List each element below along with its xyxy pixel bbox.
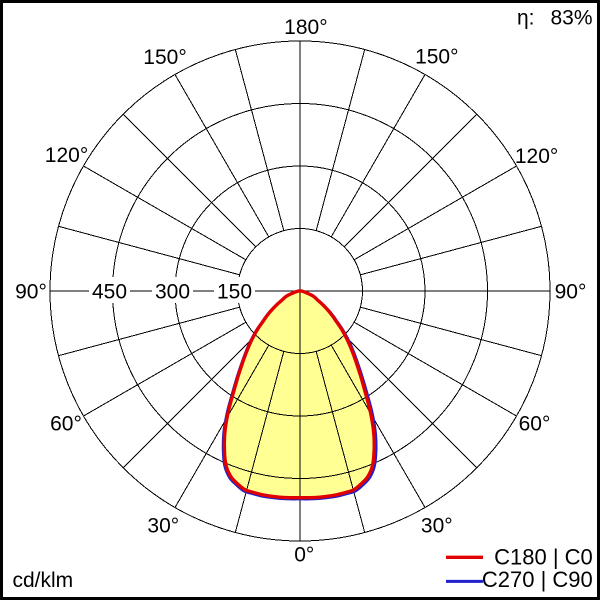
svg-text:120°: 120° — [45, 144, 88, 167]
svg-text:η:: η: — [517, 6, 535, 29]
svg-text:30°: 30° — [421, 515, 453, 538]
svg-text:150: 150 — [217, 281, 252, 304]
svg-text:cd/klm: cd/klm — [13, 569, 74, 592]
svg-text:C180 | C0: C180 | C0 — [494, 545, 593, 570]
svg-text:450: 450 — [92, 281, 127, 304]
svg-text:60°: 60° — [519, 413, 551, 436]
svg-text:C270 | C90: C270 | C90 — [482, 567, 593, 592]
svg-text:180°: 180° — [284, 16, 327, 39]
svg-text:150°: 150° — [143, 46, 186, 69]
svg-text:90°: 90° — [15, 281, 47, 304]
svg-text:0°: 0° — [294, 544, 314, 567]
svg-text:90°: 90° — [555, 281, 587, 304]
svg-text:83%: 83% — [550, 6, 592, 29]
svg-text:120°: 120° — [515, 145, 558, 168]
svg-text:150°: 150° — [415, 45, 458, 68]
svg-text:60°: 60° — [50, 413, 82, 436]
svg-text:30°: 30° — [147, 515, 179, 538]
svg-text:300: 300 — [155, 281, 190, 304]
